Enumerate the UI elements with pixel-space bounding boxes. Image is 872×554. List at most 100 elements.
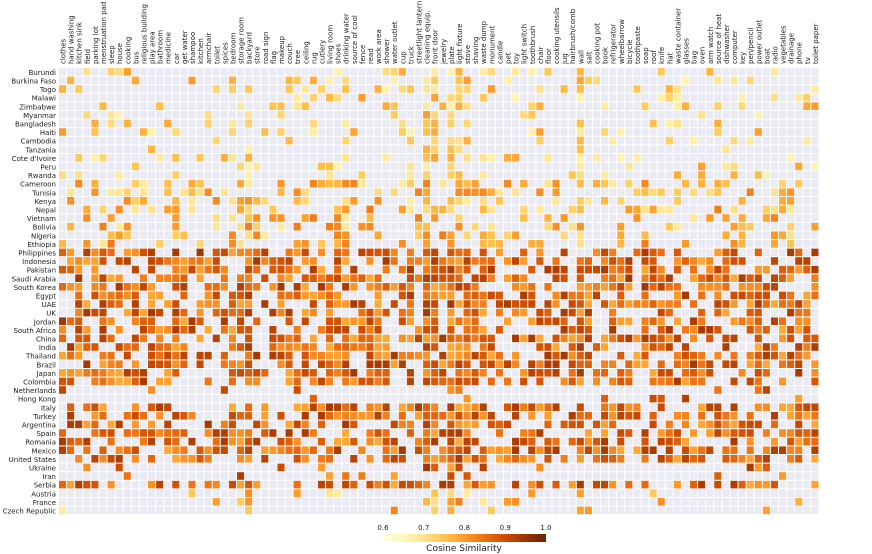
heatmap-cell <box>220 300 228 308</box>
heatmap-cell <box>528 300 536 308</box>
heatmap-cell <box>520 498 528 506</box>
heatmap-cell <box>91 291 99 300</box>
heatmap-cell <box>212 386 220 394</box>
heatmap-cell <box>560 205 568 214</box>
heatmap-cell <box>147 317 156 325</box>
heatmap-cell <box>220 102 228 110</box>
heatmap-cell <box>552 231 560 239</box>
heatmap-cell <box>762 369 770 377</box>
heatmap-cell <box>67 291 75 300</box>
heatmap-cell <box>471 498 479 506</box>
heatmap-cell <box>236 68 245 76</box>
heatmap-cell <box>204 429 212 437</box>
heatmap-cell <box>164 119 172 128</box>
heatmap-cell <box>293 326 301 334</box>
heatmap-cell <box>673 472 681 480</box>
heatmap-cell <box>350 343 358 351</box>
heatmap-cell <box>350 377 358 386</box>
heatmap-cell <box>584 188 592 196</box>
heatmap-cell <box>592 377 601 386</box>
heatmap-cell <box>520 154 528 162</box>
heatmap-cell <box>463 85 471 93</box>
heatmap-cell <box>487 386 495 394</box>
heatmap-cell <box>754 446 762 454</box>
heatmap-cell <box>212 472 220 480</box>
heatmap-cell <box>560 68 568 76</box>
heatmap-cell <box>67 231 75 239</box>
heatmap-cell <box>706 498 714 506</box>
heatmap-cell <box>560 403 568 411</box>
heatmap-cell <box>512 463 520 472</box>
heatmap-cell <box>99 111 107 119</box>
heatmap-cell <box>592 360 601 368</box>
heatmap-cell <box>245 136 253 145</box>
heatmap-cell <box>714 179 722 188</box>
heatmap-cell <box>261 222 269 231</box>
heatmap-cell <box>309 154 317 162</box>
heatmap-cell <box>512 412 520 420</box>
heatmap-cell <box>552 119 560 128</box>
heatmap-cell <box>722 317 730 325</box>
heatmap-cell <box>795 128 803 136</box>
heatmap-cell <box>714 205 722 214</box>
heatmap-cell <box>301 351 309 360</box>
heatmap-cell <box>115 317 123 325</box>
heatmap-cell <box>107 394 115 403</box>
heatmap-cell <box>625 360 633 368</box>
heatmap-cell <box>690 257 698 265</box>
heatmap-cell <box>123 179 131 188</box>
heatmap-cell <box>123 334 131 343</box>
heatmap-cell <box>762 463 770 472</box>
heatmap-cell <box>714 154 722 162</box>
heatmap-cell <box>83 188 91 196</box>
heatmap-cell <box>746 111 754 119</box>
heatmap-cell <box>366 257 374 265</box>
heatmap-cell <box>317 93 325 102</box>
heatmap-cell <box>447 265 455 274</box>
heatmap-cell <box>172 360 180 368</box>
heatmap-cell <box>487 429 495 437</box>
heatmap-cell <box>520 291 528 300</box>
heatmap-cell <box>212 377 220 386</box>
heatmap-cell <box>455 162 463 171</box>
heatmap-cell <box>220 257 228 265</box>
heatmap-cell <box>301 437 309 446</box>
heatmap-cell <box>544 455 552 463</box>
heatmap-cell <box>204 162 212 171</box>
heatmap-cell <box>746 197 754 205</box>
heatmap-cell <box>754 128 762 136</box>
heatmap-cell <box>455 343 463 351</box>
heatmap-cell <box>228 102 236 110</box>
heatmap-cell <box>495 128 503 136</box>
heatmap-cell <box>180 197 188 205</box>
heatmap-cell <box>220 85 228 93</box>
heatmap-cell <box>366 222 374 231</box>
heatmap-cell <box>584 171 592 179</box>
heatmap-cell <box>698 248 706 257</box>
heatmap-cell <box>584 334 592 343</box>
heatmap-cell <box>398 248 406 257</box>
heatmap-cell <box>576 214 584 222</box>
heatmap-cell <box>601 308 609 317</box>
heatmap-cell <box>309 265 317 274</box>
heatmap-cell <box>795 437 803 446</box>
heatmap-cell <box>625 222 633 231</box>
heatmap-cell <box>220 472 228 480</box>
heatmap-cell <box>423 76 431 85</box>
heatmap-cell <box>212 369 220 377</box>
heatmap-cell <box>204 231 212 239</box>
heatmap-cell <box>59 394 67 403</box>
heatmap-cell <box>698 171 706 179</box>
heatmap-cell <box>520 119 528 128</box>
heatmap-cell <box>431 265 439 274</box>
heatmap-cell <box>714 386 722 394</box>
heatmap-cell <box>123 394 131 403</box>
heatmap-cell <box>325 76 334 85</box>
heatmap-cell <box>366 154 374 162</box>
heatmap-cell <box>59 455 67 463</box>
heatmap-cell <box>67 154 75 162</box>
heatmap-cell <box>414 93 423 102</box>
heatmap-cell <box>350 360 358 368</box>
heatmap-cell <box>261 93 269 102</box>
heatmap-cell <box>673 248 681 257</box>
